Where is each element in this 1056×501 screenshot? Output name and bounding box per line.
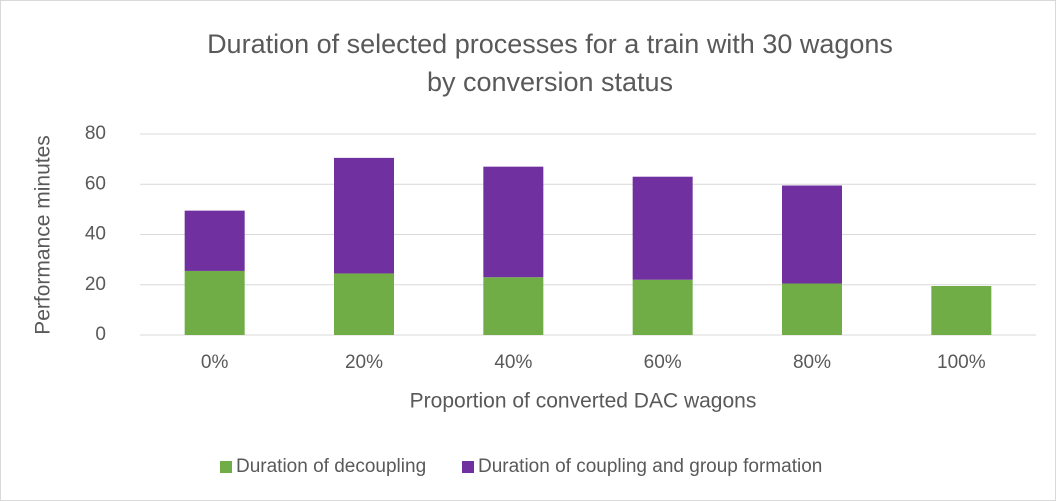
y-tick-label: 20 — [85, 274, 106, 295]
y-tick-label: 40 — [85, 224, 106, 245]
y-tick-label: 80 — [85, 123, 106, 144]
y-tick-label: 60 — [85, 173, 106, 194]
bar-segment — [483, 166, 544, 278]
x-tick-label: 60% — [644, 352, 682, 373]
bar-segment — [632, 176, 693, 280]
legend-swatch — [220, 461, 232, 473]
bar-segment — [782, 283, 842, 335]
bar-segment — [931, 286, 992, 335]
x-tick-label: 100% — [937, 352, 986, 373]
x-tick-label: 0% — [201, 352, 229, 373]
x-tick-label: 80% — [793, 352, 831, 373]
x-tick-label: 20% — [345, 352, 383, 373]
x-tick-label: 40% — [494, 352, 532, 373]
x-axis-label: Proportion of converted DAC wagons — [410, 390, 757, 413]
bar-segment — [184, 210, 245, 271]
legend-label: Duration of decoupling — [236, 456, 426, 477]
bar-segment — [334, 157, 394, 274]
legend-label: Duration of coupling and group formation — [478, 456, 822, 477]
legend-swatch — [462, 461, 474, 473]
y-axis-label: Performance minutes — [32, 135, 55, 335]
bar-segment — [632, 279, 693, 335]
bar-segment — [782, 185, 842, 284]
bar-segment — [184, 270, 245, 335]
chart-title: Duration of selected processes for a tra… — [207, 29, 893, 59]
chart-title: by conversion status — [427, 67, 673, 97]
bar-segment — [483, 277, 544, 335]
y-tick-label: 0 — [95, 324, 106, 345]
bar-segment — [334, 273, 394, 335]
